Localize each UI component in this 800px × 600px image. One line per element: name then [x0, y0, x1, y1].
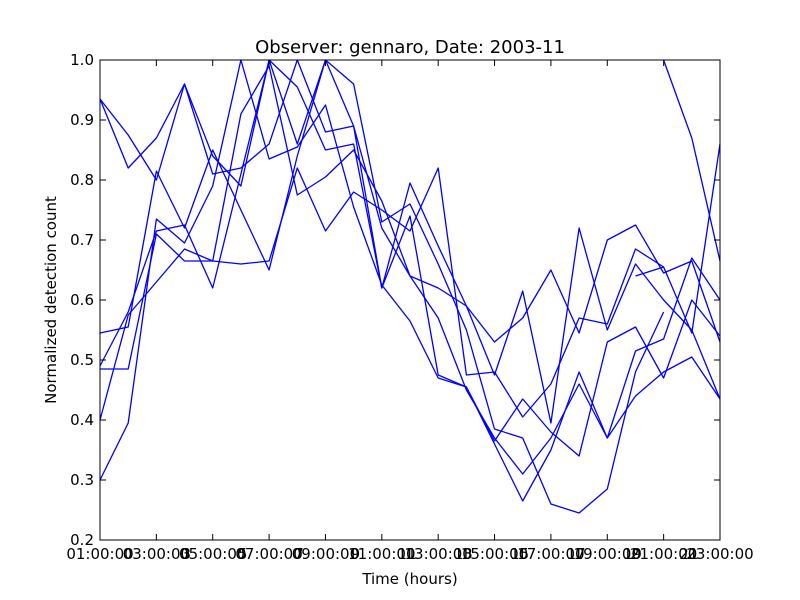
x-tick-label-overlap: 9: [351, 545, 361, 563]
x-tick-label-overlap: 11: [397, 545, 416, 563]
x-tick-label-overlap: 3: [182, 545, 192, 563]
y-tick-label: 0.5: [70, 351, 94, 369]
chart-title: Observer: gennaro, Date: 2003-11: [255, 37, 565, 58]
x-tick-label: 05:00:00: [179, 545, 246, 563]
series-line-3: [99, 59, 721, 424]
y-tick-label: 0.7: [70, 231, 94, 249]
x-axis-label: Time (hours): [361, 570, 457, 588]
y-tick-label: 1.0: [70, 51, 94, 69]
series-line-7: [100, 65, 721, 370]
y-tick-label: 0.9: [70, 111, 94, 129]
x-tick-label-overlap: 5: [238, 545, 248, 563]
series-line-5: [99, 59, 721, 502]
series-line-9: [635, 143, 721, 334]
x-tick-label: 03:00:00: [123, 545, 190, 563]
x-tick-label-overlap: 17: [567, 545, 586, 563]
x-tick-label: 15:00:00: [461, 545, 528, 563]
x-tick-label: 01:00:00: [66, 545, 133, 563]
x-axis-ticks: 01:00:0003:00:00305:00:00507:00:00709:00…: [66, 60, 754, 563]
y-tick-label: 0.2: [70, 531, 94, 549]
y-tick-label: 0.6: [70, 291, 94, 309]
x-tick-label: 17:00:00: [517, 545, 584, 563]
series-line-6: [99, 167, 664, 421]
x-tick-label: 23:00:00: [686, 545, 753, 563]
x-tick-label: 09:00:00: [292, 545, 359, 563]
series-line-2: [99, 59, 665, 514]
x-tick-label: 07:00:00: [235, 545, 302, 563]
y-axis-label: Normalized detection count: [42, 196, 60, 404]
x-tick-label-overlap: 21: [679, 545, 698, 563]
x-tick-label: 13:00:00: [404, 545, 471, 563]
series-line-4: [99, 59, 721, 457]
y-tick-label: 0.8: [70, 171, 94, 189]
y-axis-ticks: 0.2 0.3 0.4 0.5 0.6 0.7 0.8 0.9 1.0: [70, 51, 720, 549]
x-tick-label-overlap: 15: [510, 545, 529, 563]
x-tick-label-overlap: 19: [623, 545, 642, 563]
x-tick-label: 19:00:00: [574, 545, 641, 563]
series-line-8: [662, 59, 721, 262]
x-tick-label: 11:00:00: [348, 545, 415, 563]
x-tick-label-overlap: 7: [294, 545, 304, 563]
y-tick-label: 0.4: [70, 411, 94, 429]
x-tick-label: 21:00:00: [630, 545, 697, 563]
y-tick-label: 0.3: [70, 471, 94, 489]
series-lines: [99, 59, 721, 514]
x-tick-label-overlap: 13: [454, 545, 473, 563]
